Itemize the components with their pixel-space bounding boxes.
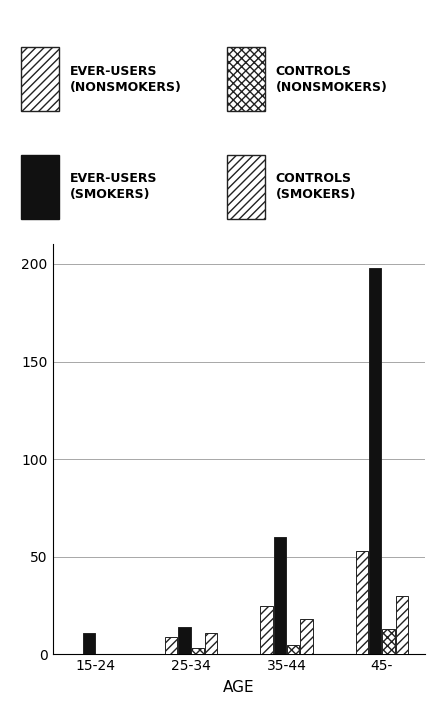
Bar [274, 537, 286, 654]
Text: EVER-USERS
(SMOKERS): EVER-USERS (SMOKERS) [70, 173, 157, 201]
Bar [396, 596, 408, 654]
Bar [83, 633, 95, 654]
Bar [178, 627, 191, 654]
Bar [227, 155, 265, 219]
Bar [300, 619, 313, 654]
Bar [21, 47, 59, 111]
Bar [165, 637, 177, 654]
Bar [227, 47, 265, 111]
Text: CONTROLS
(SMOKERS): CONTROLS (SMOKERS) [276, 173, 356, 201]
Bar [205, 633, 217, 654]
Text: CONTROLS
(NONSMOKERS): CONTROLS (NONSMOKERS) [276, 65, 388, 93]
Bar [260, 605, 272, 654]
Bar [287, 644, 299, 654]
Bar [356, 551, 368, 654]
Bar [382, 629, 395, 654]
Text: EVER-USERS
(NONSMOKERS): EVER-USERS (NONSMOKERS) [70, 65, 182, 93]
Bar [369, 268, 381, 654]
Bar [191, 649, 204, 654]
Bar [21, 155, 59, 219]
X-axis label: AGE: AGE [223, 680, 254, 695]
